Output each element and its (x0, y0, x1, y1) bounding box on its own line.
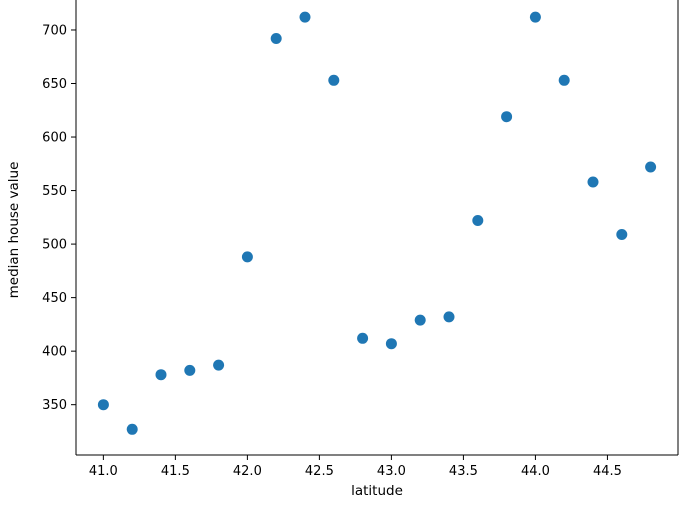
data-point (184, 364, 196, 376)
data-point (529, 11, 541, 23)
y-tick-label: 650 (42, 77, 67, 92)
data-point (501, 111, 513, 123)
x-tick-label: 43.5 (449, 464, 478, 479)
data-point (155, 369, 167, 381)
y-tick-label: 350 (42, 398, 67, 413)
x-tick-label: 42.0 (233, 464, 262, 479)
data-point (270, 33, 282, 44)
data-point (558, 74, 570, 86)
y-tick-label: 450 (42, 291, 67, 306)
data-point (126, 423, 138, 435)
x-tick-label: 42.5 (305, 464, 334, 479)
y-tick-label: 700 (42, 23, 67, 38)
data-point (616, 229, 628, 240)
data-point (414, 314, 426, 326)
y-tick-label: 500 (42, 238, 67, 253)
x-axis-label: latitude (351, 483, 403, 499)
y-tick-label: 400 (42, 345, 67, 360)
x-tick-label: 41.5 (161, 464, 190, 479)
data-point (443, 311, 455, 323)
y-axis-label: median house value (6, 161, 22, 299)
x-tick-label: 44.0 (521, 464, 550, 479)
data-point (472, 215, 484, 226)
x-tick-label: 41.0 (89, 464, 118, 479)
data-point (213, 359, 225, 371)
y-tick-label: 600 (42, 131, 67, 146)
data-point (645, 161, 657, 173)
x-tick-label: 43.0 (377, 464, 406, 479)
data-point (587, 176, 599, 188)
y-tick-label: 550 (42, 184, 67, 199)
data-point (357, 332, 369, 344)
data-point (241, 251, 253, 263)
data-point (328, 74, 340, 86)
data-point (299, 11, 311, 23)
x-tick-label: 44.5 (593, 464, 622, 479)
data-point (97, 399, 109, 411)
data-point (385, 338, 397, 350)
